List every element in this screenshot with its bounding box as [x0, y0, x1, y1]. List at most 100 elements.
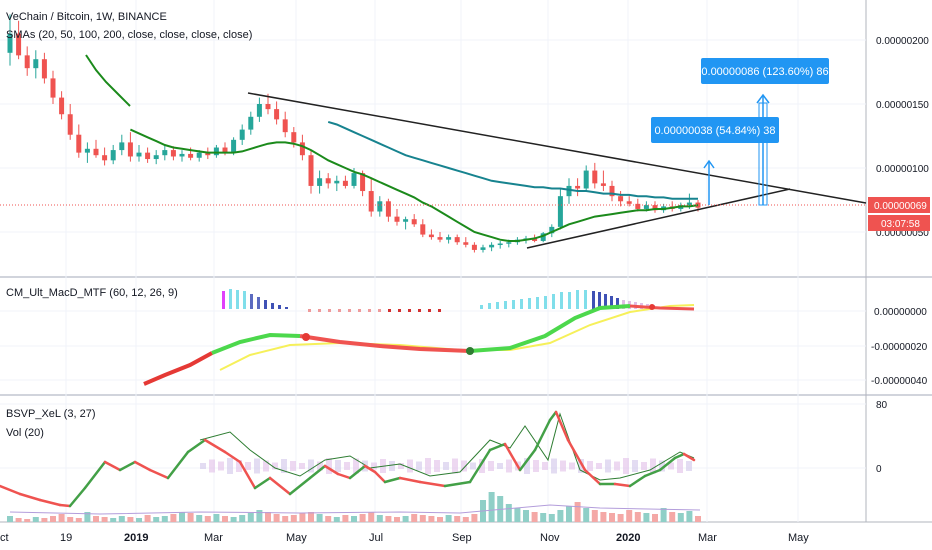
candle-body[interactable] [16, 33, 22, 56]
candle-body[interactable] [265, 104, 271, 110]
bsvp-histogram-bar[interactable] [299, 463, 305, 469]
bsvp-main-segment[interactable] [488, 442, 507, 452]
time-axis[interactable]: ct 19 2019 Mar May Jul Sep Nov 2020 Mar … [0, 532, 809, 544]
candle-body[interactable] [282, 119, 288, 133]
bsvp-histogram-bar[interactable] [200, 463, 206, 469]
macd-line-red[interactable] [143, 351, 213, 386]
volume-bar[interactable] [213, 514, 220, 522]
volume-bar[interactable] [359, 514, 366, 522]
macd-histogram-bar[interactable] [250, 294, 253, 309]
bsvp-histogram-bar[interactable] [218, 461, 224, 471]
macd-histogram-bar[interactable] [388, 309, 391, 312]
volume-bar[interactable] [376, 515, 383, 522]
volume-bar[interactable] [600, 512, 607, 522]
macd-histogram-bar[interactable] [348, 309, 351, 312]
volume-bar[interactable] [419, 515, 426, 522]
macd-histogram-bar[interactable] [610, 296, 613, 309]
projection-arrow-upper[interactable] [756, 93, 770, 206]
bsvp-histogram-bar[interactable] [209, 459, 215, 473]
macd-histogram-bar[interactable] [398, 309, 401, 312]
bsvp-histogram-bar[interactable] [641, 462, 647, 470]
bsvp-main-segment[interactable] [548, 410, 558, 422]
volume-bar[interactable] [333, 517, 340, 522]
bsvp-main-segment[interactable] [613, 482, 632, 488]
bsvp-main-segment[interactable] [682, 452, 696, 462]
candle-body[interactable] [256, 104, 262, 117]
bsvp-histogram-bar[interactable] [245, 462, 251, 470]
volume-bar[interactable] [445, 515, 452, 522]
candle-body[interactable] [420, 224, 426, 235]
bsvp-histogram-bar[interactable] [452, 458, 458, 474]
candle-body[interactable] [231, 139, 237, 153]
candle-body[interactable] [213, 147, 219, 156]
candle-body[interactable] [170, 150, 176, 157]
volume-bar[interactable] [626, 510, 633, 522]
candle-body[interactable] [497, 243, 503, 246]
bsvp-histogram-bar[interactable] [542, 462, 548, 470]
volume-bar[interactable] [402, 516, 409, 522]
volume-bar[interactable] [127, 517, 134, 522]
bsvp-main-segment[interactable] [468, 448, 492, 484]
bsvp-main-segment[interactable] [68, 486, 87, 508]
candle-body[interactable] [592, 170, 598, 184]
macd-cross-marker[interactable] [302, 333, 310, 341]
bsvp-main-segment[interactable] [288, 476, 312, 496]
volume-bar[interactable] [273, 514, 280, 522]
macd-histogram-bar[interactable] [520, 299, 523, 309]
volume-ma-line[interactable] [9, 504, 701, 515]
macd-histogram-bar[interactable] [536, 297, 539, 309]
price-candles[interactable] [7, 14, 701, 253]
candle-body[interactable] [84, 148, 90, 153]
bsvp-histogram-bar[interactable] [659, 460, 665, 472]
macd-histogram-bar[interactable] [544, 296, 547, 309]
candle-body[interactable] [196, 152, 202, 158]
volume-bar[interactable] [101, 517, 108, 522]
bsvp-histogram-bar[interactable] [560, 460, 566, 472]
volume-bar[interactable] [540, 513, 547, 522]
bsvp-main-segment[interactable] [118, 460, 137, 472]
bsvp-main-segment[interactable] [58, 503, 72, 508]
volume-bar[interactable] [118, 516, 125, 522]
volume-bar[interactable] [84, 512, 91, 522]
bsvp-histogram-bar[interactable] [236, 460, 242, 472]
candle-body[interactable] [24, 55, 30, 69]
macd-histogram-bar[interactable] [308, 309, 311, 312]
bsvp-indicator[interactable] [0, 410, 701, 522]
volume-bar[interactable] [437, 517, 443, 522]
volume-bar[interactable] [669, 512, 676, 522]
bsvp-histogram-bar[interactable] [344, 462, 350, 470]
bsvp-histogram-bar[interactable] [686, 461, 692, 471]
volume-bar[interactable] [179, 512, 185, 522]
candle-body[interactable] [575, 185, 581, 189]
bsvp-histogram-bar[interactable] [605, 459, 611, 473]
candle-body[interactable] [317, 178, 323, 186]
candle-body[interactable] [480, 247, 486, 250]
candle-body[interactable] [446, 237, 452, 240]
bsvp-axis[interactable]: 80 0 [876, 400, 888, 475]
volume-bar[interactable] [239, 515, 246, 522]
macd-histogram-bar[interactable] [438, 309, 441, 312]
candle-body[interactable] [59, 97, 65, 115]
volume-bar[interactable] [566, 506, 572, 522]
macd-pane[interactable] [0, 279, 866, 393]
bsvp-histogram-bar[interactable] [371, 462, 377, 470]
macd-histogram-bar[interactable] [368, 309, 371, 312]
bsvp-main-segment[interactable] [398, 476, 422, 484]
bsvp-main-segment[interactable] [443, 480, 472, 488]
candle-body[interactable] [583, 170, 589, 189]
callout-lower[interactable]: 0.00000038 (54.84%) 38 [651, 117, 779, 143]
candle-body[interactable] [110, 150, 116, 161]
candle-body[interactable] [342, 180, 348, 186]
lower-trendline[interactable] [526, 188, 791, 249]
volume-bar[interactable] [394, 517, 400, 522]
volume-bar[interactable] [24, 519, 31, 522]
volume-bar[interactable] [290, 515, 297, 522]
candle-body[interactable] [325, 178, 331, 184]
volume-bar[interactable] [153, 517, 160, 522]
candle-body[interactable] [540, 233, 546, 241]
candle-body[interactable] [557, 196, 563, 227]
volume-bar[interactable] [299, 513, 306, 522]
bsvp-main-segment[interactable] [658, 456, 677, 472]
volume-bar[interactable] [170, 514, 177, 522]
